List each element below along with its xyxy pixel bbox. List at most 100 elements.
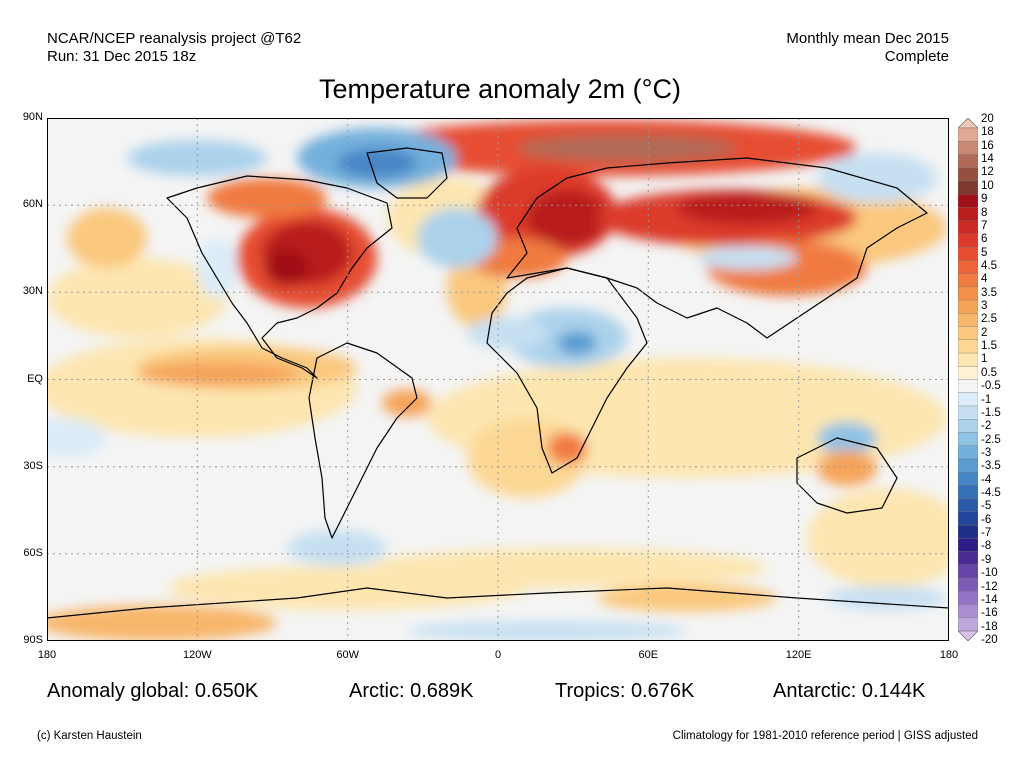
footer-credit: (c) Karsten Haustein bbox=[37, 730, 142, 742]
colorbar-label: -16 bbox=[981, 607, 998, 620]
colorbar-swatch bbox=[958, 405, 978, 420]
colorbar-label: 5 bbox=[981, 246, 988, 259]
colorbar-label: -8 bbox=[981, 540, 992, 553]
colorbar-swatch bbox=[958, 366, 978, 380]
colorbar-label: -4.5 bbox=[981, 487, 1001, 500]
colorbar-label: -20 bbox=[981, 634, 998, 646]
colorbar-swatch bbox=[958, 220, 978, 235]
colorbar-swatch bbox=[958, 379, 978, 394]
lat-label: 90S bbox=[23, 634, 43, 646]
colorbar-label: 4 bbox=[981, 273, 988, 286]
colorbar-swatch bbox=[958, 591, 978, 606]
colorbar-label: 8 bbox=[981, 206, 988, 219]
colorbar-label: -4 bbox=[981, 473, 992, 486]
colorbar-swatch bbox=[958, 392, 978, 407]
colorbar-label: -5 bbox=[981, 500, 992, 513]
colorbar-swatch bbox=[958, 485, 978, 500]
colorbar-label: -1.5 bbox=[981, 406, 1001, 419]
colorbar-swatch bbox=[958, 564, 978, 579]
lon-label: 60W bbox=[336, 649, 359, 661]
colorbar-label: -2.5 bbox=[981, 433, 1001, 446]
colorbar-swatch bbox=[958, 617, 978, 632]
lon-label: 60E bbox=[638, 649, 659, 661]
colorbar-swatch bbox=[958, 313, 978, 328]
colorbar-label: 9 bbox=[981, 193, 988, 206]
stat-tropics: Tropics: 0.676K bbox=[555, 680, 695, 702]
lon-label: 180 bbox=[37, 649, 57, 661]
colorbar-cap-bottom bbox=[958, 630, 978, 641]
header-period: Monthly mean Dec 2015 bbox=[786, 30, 949, 47]
colorbar-label: 1 bbox=[981, 353, 988, 366]
header-project: NCAR/NCEP reanalysis project @T62 bbox=[47, 30, 302, 47]
colorbar-label: -3.5 bbox=[981, 460, 1001, 473]
colorbar-label: 7 bbox=[981, 219, 988, 232]
colorbar-label: 2 bbox=[981, 326, 988, 339]
colorbar-label: -1 bbox=[981, 393, 992, 406]
colorbar bbox=[958, 118, 978, 641]
colorbar-swatch bbox=[958, 273, 978, 288]
colorbar-swatch bbox=[958, 604, 978, 619]
lon-label: 120E bbox=[785, 649, 812, 661]
colorbar-swatch bbox=[958, 524, 978, 539]
colorbar-swatch bbox=[958, 498, 978, 513]
colorbar-swatch bbox=[958, 352, 978, 367]
colorbar-label: 3 bbox=[981, 300, 988, 313]
colorbar-swatch bbox=[958, 577, 978, 592]
colorbar-swatch bbox=[958, 154, 978, 169]
colorbar-label: 20 bbox=[981, 113, 994, 125]
graticule bbox=[47, 118, 949, 641]
colorbar-label: 0.5 bbox=[981, 366, 997, 379]
map-title: Temperature anomaly 2m (°C) bbox=[319, 74, 681, 104]
colorbar-label: 2.5 bbox=[981, 313, 997, 326]
colorbar-label: 16 bbox=[981, 139, 994, 152]
lon-label: 0 bbox=[494, 649, 502, 661]
colorbar-label: -14 bbox=[981, 593, 998, 606]
stat-global: Anomaly global: 0.650K bbox=[47, 680, 259, 702]
colorbar-swatch bbox=[958, 127, 978, 142]
lat-label: 90N bbox=[22, 111, 43, 123]
colorbar-label: -9 bbox=[981, 553, 992, 566]
colorbar-swatch bbox=[958, 299, 978, 314]
colorbar-swatch bbox=[958, 207, 978, 222]
colorbar-swatch bbox=[958, 445, 978, 460]
lat-label: 30N bbox=[22, 285, 43, 298]
colorbar-swatch bbox=[958, 471, 978, 486]
colorbar-label: 3.5 bbox=[981, 286, 997, 299]
colorbar-swatch bbox=[958, 551, 978, 566]
colorbar-label: 4.5 bbox=[981, 259, 997, 272]
colorbar-swatch bbox=[958, 511, 978, 526]
colorbar-label: 12 bbox=[981, 166, 994, 179]
colorbar-swatch bbox=[958, 246, 978, 261]
colorbar-cap-top bbox=[958, 118, 978, 129]
anomaly-map bbox=[47, 118, 949, 641]
stat-antarctic: Antarctic: 0.144K bbox=[773, 680, 926, 702]
colorbar-label: -3 bbox=[981, 446, 992, 459]
header-run: Run: 31 Dec 2015 18z bbox=[47, 48, 197, 65]
colorbar-swatch bbox=[958, 286, 978, 301]
colorbar-swatch bbox=[958, 180, 978, 195]
footer-note: Climatology for 1981-2010 reference peri… bbox=[672, 730, 978, 742]
lat-label: 30S bbox=[23, 459, 43, 472]
colorbar-swatch bbox=[958, 233, 978, 248]
colorbar-label: -18 bbox=[981, 620, 998, 633]
lat-label: EQ bbox=[27, 372, 43, 385]
colorbar-swatch bbox=[958, 432, 978, 447]
header-status: Complete bbox=[884, 48, 949, 65]
lat-label: 60S bbox=[23, 546, 43, 559]
colorbar-label: 10 bbox=[981, 179, 994, 192]
colorbar-swatch bbox=[958, 260, 978, 275]
colorbar-swatch bbox=[958, 326, 978, 341]
colorbar-label: 18 bbox=[981, 126, 994, 139]
colorbar-label: -2 bbox=[981, 420, 992, 433]
colorbar-label: 6 bbox=[981, 233, 988, 246]
colorbar-label: -10 bbox=[981, 567, 998, 580]
lon-label: 120W bbox=[182, 649, 212, 661]
colorbar-swatch bbox=[958, 141, 978, 155]
stat-arctic: Arctic: 0.689K bbox=[349, 680, 474, 702]
colorbar-swatch bbox=[958, 167, 978, 182]
colorbar-label: -7 bbox=[981, 527, 992, 540]
lat-label: 60N bbox=[22, 198, 43, 211]
colorbar-swatch bbox=[958, 538, 978, 553]
colorbar-label: -12 bbox=[981, 580, 998, 593]
colorbar-swatch bbox=[958, 193, 978, 208]
